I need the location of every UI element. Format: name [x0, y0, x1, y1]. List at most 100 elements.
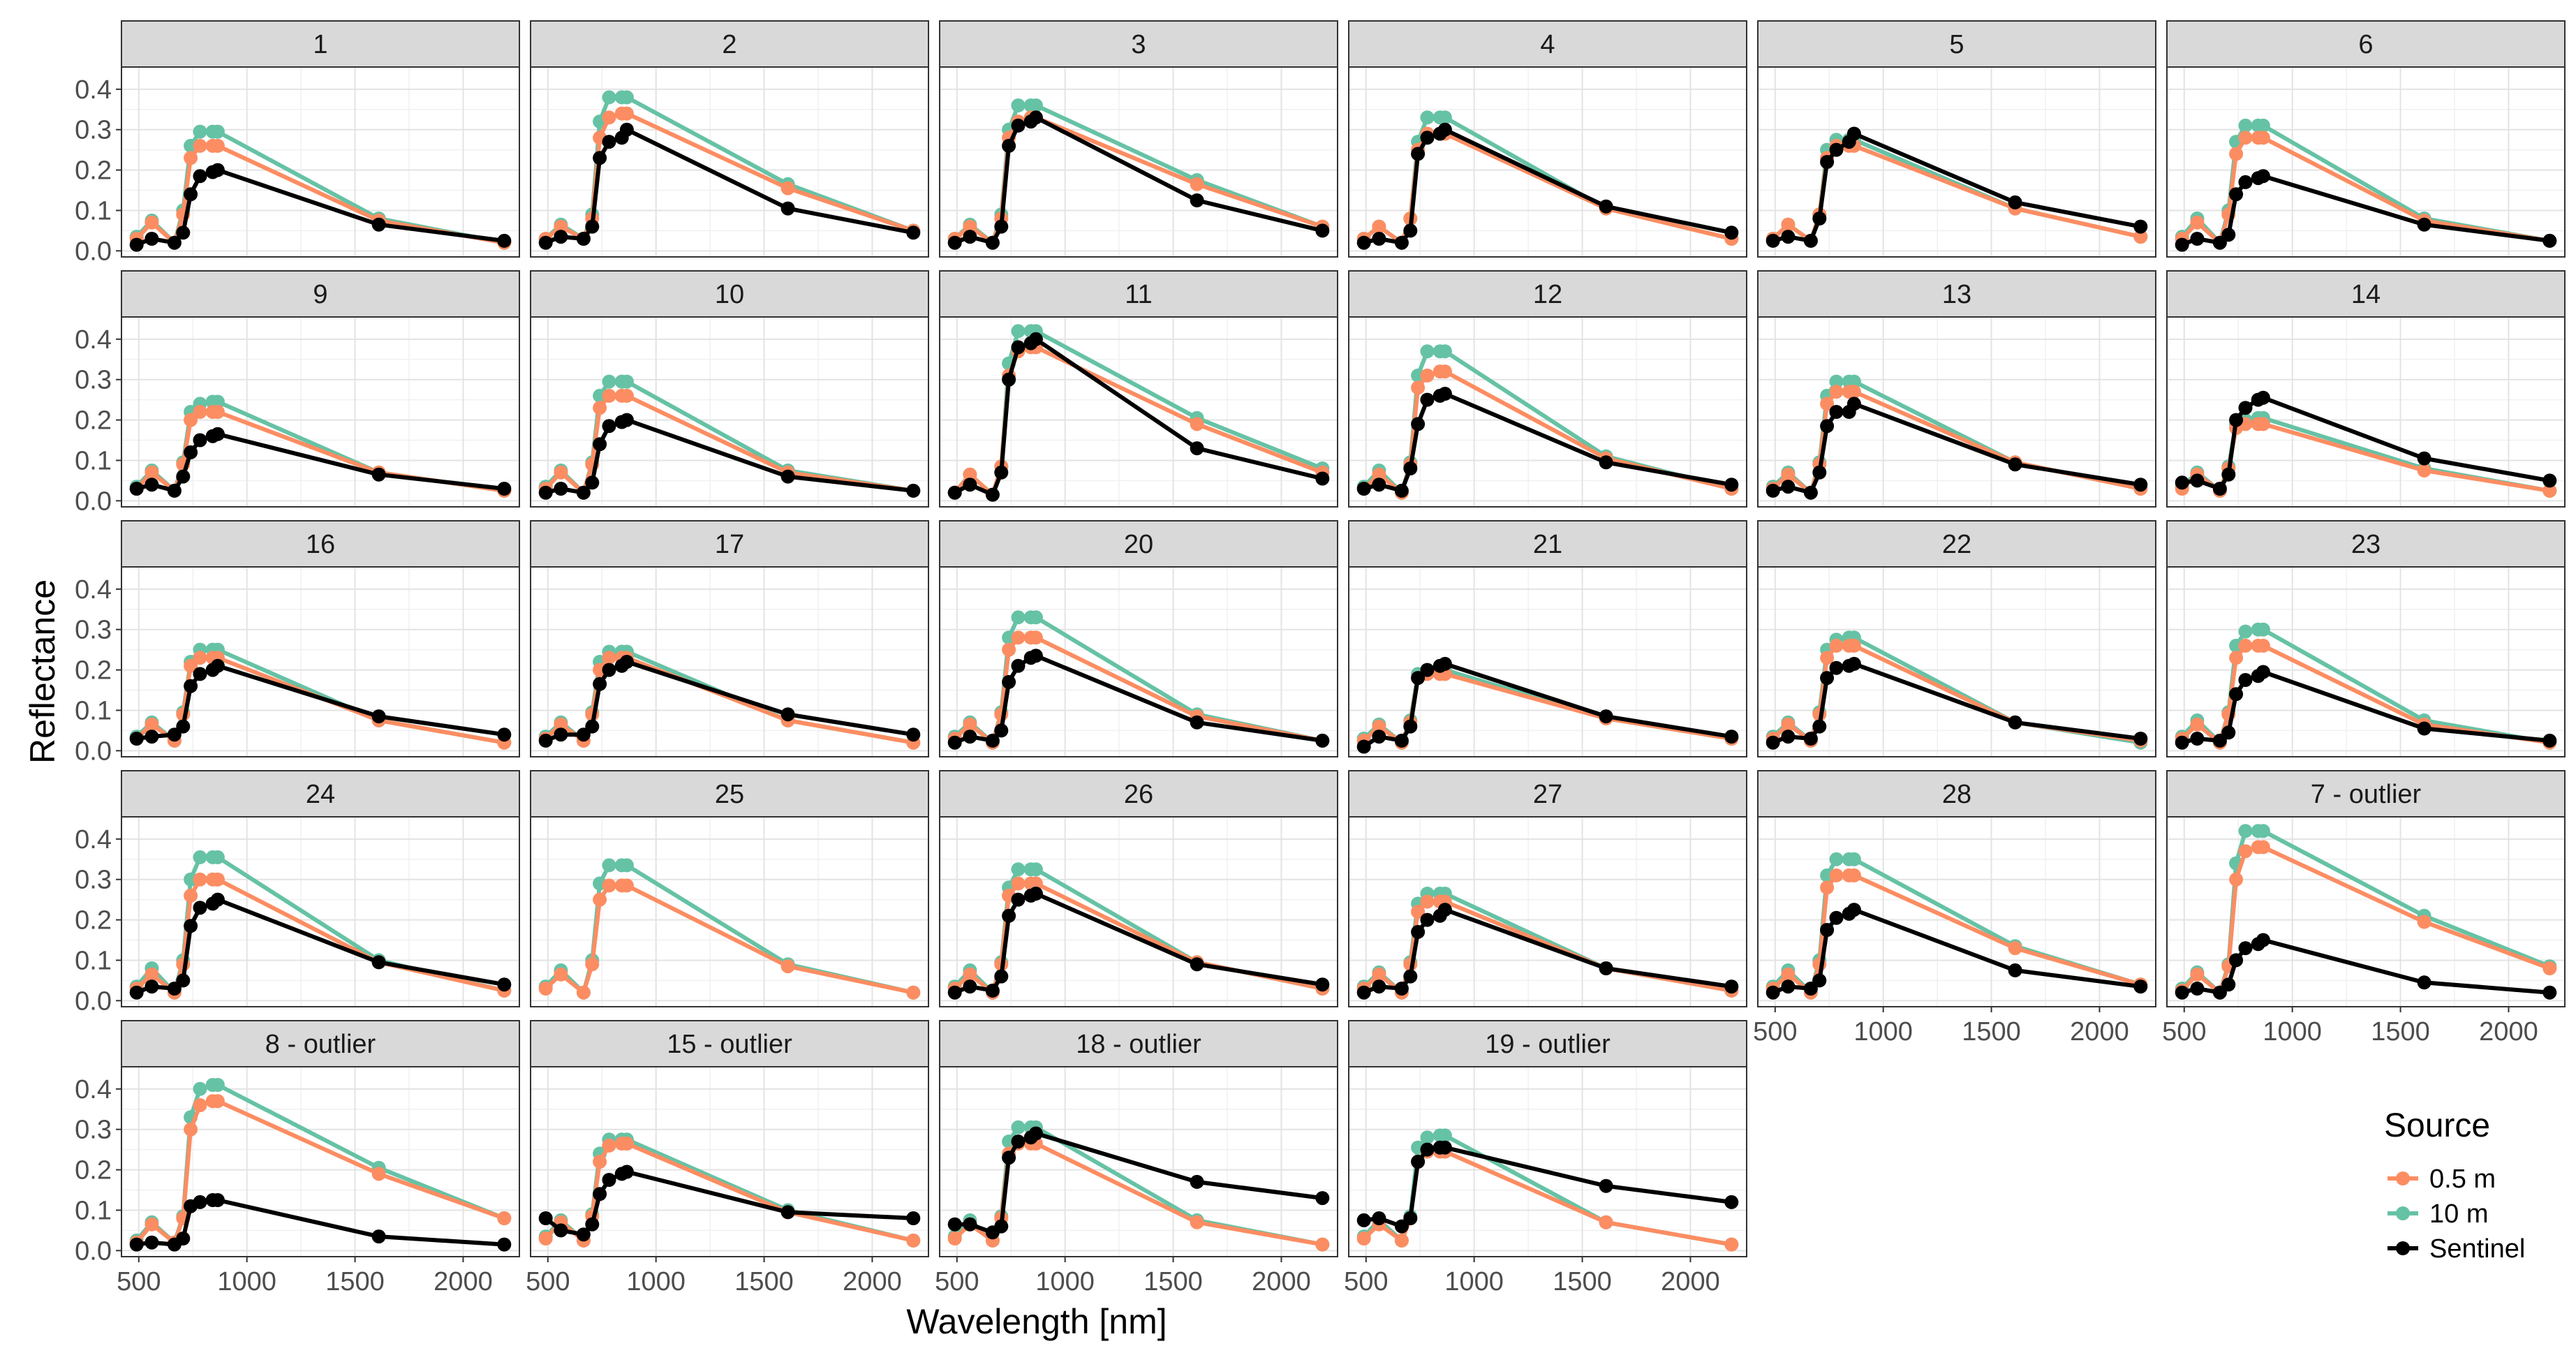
facet-panel-15-outlier: 15 - outlier — [530, 1020, 929, 1257]
data-point-sentinel — [2221, 725, 2236, 740]
facet-strip-label: 2 — [722, 30, 736, 59]
facet-panel-13: 13 — [1757, 270, 2156, 508]
facet-panel-19-outlier: 19 - outlier — [1348, 1020, 1747, 1257]
data-point-sentinel — [985, 983, 1000, 998]
data-point-0-5-m — [780, 959, 795, 974]
y-tick-label: 0.2 — [75, 656, 112, 686]
data-point-sentinel — [1028, 887, 1043, 901]
series-sentinel — [129, 427, 512, 498]
data-point-sentinel — [593, 151, 607, 165]
y-tick-label: 0.4 — [75, 1075, 112, 1104]
data-point-sentinel — [193, 433, 207, 448]
data-point-sentinel — [2417, 217, 2431, 232]
series-line-sentinel — [1772, 908, 2141, 995]
data-point-0-5-m — [2238, 844, 2253, 859]
data-point-10-m — [1437, 110, 1452, 125]
data-point-10-m — [2256, 118, 2270, 133]
data-point-sentinel — [963, 730, 977, 744]
data-point-sentinel — [371, 709, 386, 724]
data-point-sentinel — [2542, 733, 2557, 748]
data-point-sentinel — [2229, 187, 2244, 202]
data-point-0-5-m — [193, 872, 207, 887]
data-point-sentinel — [1766, 985, 1780, 1000]
data-point-sentinel — [2542, 473, 2557, 488]
facet-strip — [1757, 770, 2156, 818]
data-point-sentinel — [947, 985, 962, 1000]
x-tick-label: 500 — [526, 1267, 570, 1296]
data-point-sentinel — [184, 187, 198, 202]
facet-panel-7-outlier: 7 - outlier — [2166, 770, 2566, 1007]
data-point-sentinel — [2542, 233, 2557, 248]
y-tick-label: 0.3 — [75, 366, 112, 395]
facet-panel-11: 11 — [939, 270, 1338, 508]
data-point-sentinel — [1437, 1140, 1452, 1155]
y-tick-label: 0.3 — [75, 116, 112, 145]
data-point-sentinel — [1420, 392, 1435, 407]
legend-entry-label: 0.5 m — [2429, 1165, 2496, 1194]
data-point-sentinel — [1002, 138, 1016, 153]
series-sentinel — [538, 655, 921, 748]
y-tick-label: 0.0 — [75, 1236, 112, 1266]
data-point-sentinel — [176, 973, 191, 988]
data-point-0-5-m — [2190, 717, 2205, 732]
data-point-0-5-m — [2417, 915, 2431, 929]
data-point-sentinel — [1011, 658, 1026, 673]
data-point-10-m — [210, 124, 225, 139]
data-point-sentinel — [2229, 687, 2244, 702]
data-point-10-m — [193, 124, 207, 139]
facet-strip — [1757, 270, 2156, 318]
data-point-sentinel — [1829, 660, 1844, 675]
data-point-sentinel — [1356, 1213, 1371, 1227]
data-point-sentinel — [1803, 732, 1818, 746]
panel-border — [939, 816, 1338, 1007]
data-point-0-5-m — [538, 982, 553, 996]
data-point-sentinel — [585, 1217, 600, 1232]
data-point-sentinel — [994, 969, 1009, 984]
data-point-sentinel — [538, 1211, 553, 1225]
data-point-0-5-m — [210, 138, 225, 153]
data-point-sentinel — [1766, 483, 1780, 498]
data-point-sentinel — [1411, 924, 1426, 939]
y-tick-label: 0.3 — [75, 616, 112, 645]
data-point-0-5-m — [193, 1098, 207, 1112]
data-point-sentinel — [145, 232, 159, 246]
data-point-10-m — [1011, 862, 1026, 877]
data-point-sentinel — [1820, 671, 1835, 686]
facet-strip-label: 21 — [1533, 530, 1562, 559]
y-tick-label: 0.1 — [75, 196, 112, 226]
facet-strip — [1348, 770, 1747, 818]
data-point-10-m — [1437, 1128, 1452, 1143]
data-point-10-m — [602, 858, 616, 873]
facet-strip-label: 24 — [306, 780, 335, 809]
data-point-sentinel — [906, 483, 921, 498]
data-point-sentinel — [1002, 1151, 1016, 1165]
data-point-sentinel — [1002, 674, 1016, 689]
data-point-sentinel — [1403, 1211, 1418, 1225]
data-point-sentinel — [1829, 910, 1844, 925]
series-sentinel — [1766, 397, 2148, 500]
data-point-0-5-m — [1420, 894, 1435, 909]
data-point-0-5-m — [602, 1138, 616, 1153]
data-point-sentinel — [947, 735, 962, 750]
data-point-sentinel — [193, 667, 207, 681]
data-point-sentinel — [2133, 478, 2148, 492]
data-point-sentinel — [1011, 118, 1026, 133]
data-point-sentinel — [1812, 212, 1827, 226]
data-point-sentinel — [1190, 441, 1204, 456]
data-point-10-m — [210, 1078, 225, 1092]
data-point-sentinel — [576, 485, 591, 500]
data-point-sentinel — [210, 427, 225, 441]
data-point-0-5-m — [1002, 642, 1016, 657]
series-sentinel — [129, 1193, 512, 1252]
data-point-0-5-m — [1781, 467, 1796, 482]
data-point-sentinel — [145, 730, 159, 744]
data-point-sentinel — [1372, 1211, 1386, 1225]
data-point-sentinel — [1846, 126, 1861, 141]
facet-strip-label: 28 — [1942, 780, 1971, 809]
data-point-sentinel — [1028, 1126, 1043, 1141]
data-point-sentinel — [2229, 413, 2244, 427]
data-point-sentinel — [619, 413, 634, 427]
panel-border — [1348, 66, 1747, 258]
data-point-10-m — [193, 850, 207, 864]
data-point-sentinel — [1846, 656, 1861, 671]
